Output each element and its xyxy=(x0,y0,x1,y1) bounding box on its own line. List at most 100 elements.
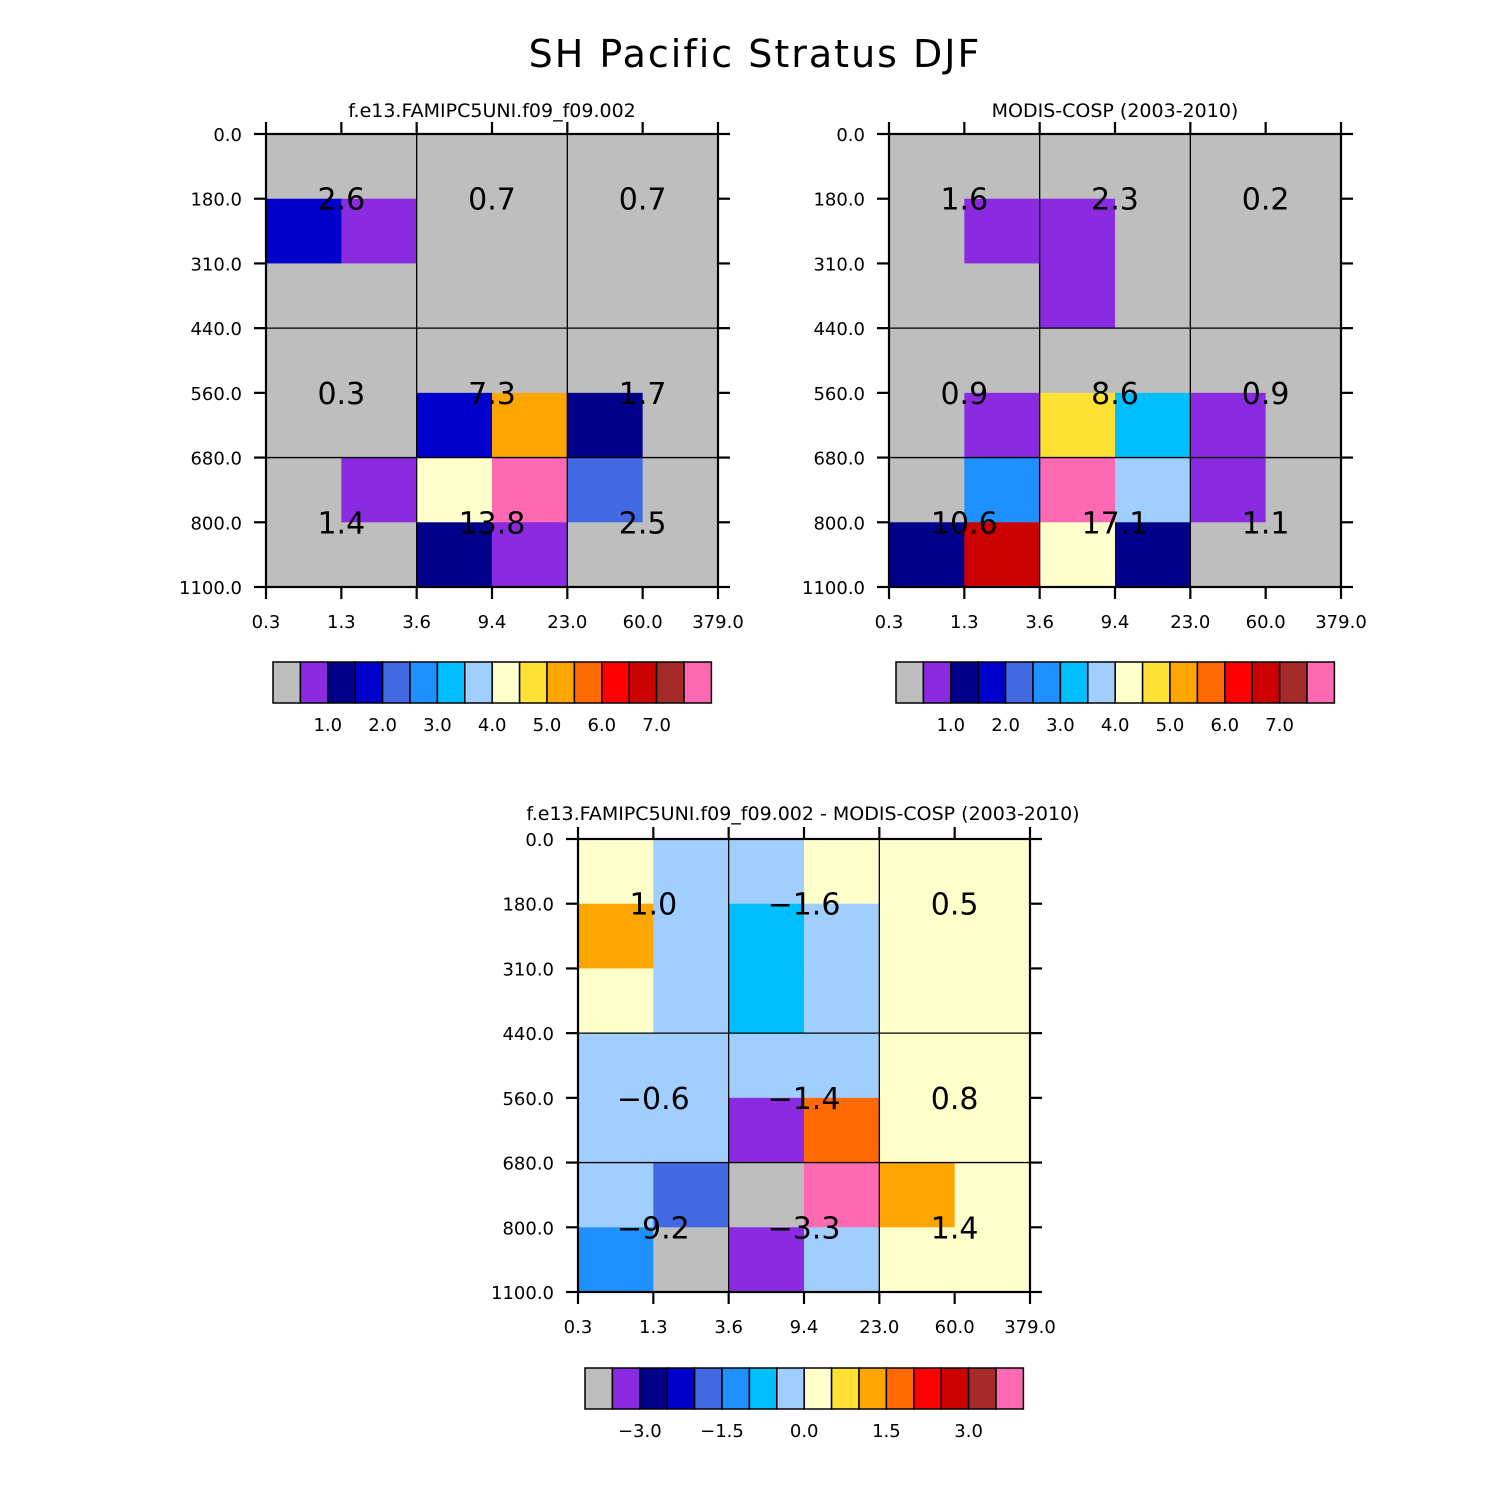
colorbar-swatch xyxy=(1087,661,1116,704)
cell-value-label: 1.7 xyxy=(619,377,667,412)
heatmap-cell xyxy=(1115,134,1191,200)
colorbar-swatch xyxy=(830,1367,860,1410)
y-tick-label: 440.0 xyxy=(813,319,865,340)
page-title: SH Pacific Stratus DJF xyxy=(529,32,982,76)
y-tick-label: 1100.0 xyxy=(802,578,865,599)
heatmap-cell xyxy=(492,457,568,523)
heatmap-cell xyxy=(341,134,418,200)
cell-value-label: 0.5 xyxy=(931,888,979,923)
colorbar-swatch xyxy=(922,661,952,704)
colorbar-swatch xyxy=(601,661,630,704)
colorbar-swatch xyxy=(1169,661,1199,704)
colorbar-swatch xyxy=(803,1367,833,1410)
colorbar-swatch xyxy=(584,1367,614,1410)
colorbar-swatch xyxy=(913,1367,942,1410)
heatmap-cell xyxy=(1265,263,1342,329)
cell-value-label: 0.7 xyxy=(468,183,516,218)
colorbar-label: 6.0 xyxy=(1210,715,1239,736)
heatmap-cell xyxy=(578,1162,654,1228)
heatmap-cell xyxy=(642,522,719,588)
colorbar-swatch xyxy=(1059,661,1089,704)
colorbar-swatch xyxy=(748,1367,778,1410)
heatmap-cell xyxy=(804,1162,880,1228)
colorbar-swatch xyxy=(977,661,1007,704)
colorbar-swatch xyxy=(721,1367,751,1410)
cell-value-label: 17.1 xyxy=(1082,506,1149,541)
heatmap-cell xyxy=(642,198,719,264)
cell-value-label: −9.2 xyxy=(617,1211,690,1246)
heatmap-cell xyxy=(1190,328,1267,394)
heatmap-cell xyxy=(728,1162,805,1228)
heatmap-cell xyxy=(728,1033,805,1099)
grid-lines xyxy=(889,134,1341,587)
heatmap-cell xyxy=(567,522,644,588)
colorbar-swatch xyxy=(354,661,384,704)
colorbar-swatch xyxy=(995,1367,1025,1410)
x-tick-label: 379.0 xyxy=(1004,1317,1056,1338)
colorbar-label: 4.0 xyxy=(478,715,507,736)
colorbar-label: 7.0 xyxy=(642,715,671,736)
y-tick-label: 800.0 xyxy=(190,513,242,534)
y-tick-label: 310.0 xyxy=(813,254,865,275)
heatmap-cell xyxy=(492,392,568,459)
colorbar-swatch xyxy=(1141,661,1171,704)
cell-value-label: 13.8 xyxy=(459,506,526,541)
colorbar-swatch xyxy=(666,1367,696,1410)
y-tick-label: 0.0 xyxy=(525,830,554,851)
y-tick-label: 680.0 xyxy=(813,449,865,470)
cell-value-label: 10.6 xyxy=(931,506,998,541)
heatmap-cell xyxy=(416,263,493,329)
axes: 0.0 180.0 310.0 440.0 560.0 680.0 800.0 1100.0 0… xyxy=(802,122,1367,633)
heatmap-cell xyxy=(642,392,719,459)
heatmap-cell xyxy=(567,457,644,523)
y-tick-label: 310.0 xyxy=(502,959,554,980)
colorbar-swatch xyxy=(858,1367,888,1410)
heatmap-cell xyxy=(728,968,805,1034)
colorbar-swatch xyxy=(299,661,329,704)
heatmap-cell xyxy=(578,1033,654,1099)
colorbar-swatch xyxy=(409,661,439,704)
heatmap-cell xyxy=(266,328,342,394)
heatmap-cell xyxy=(804,903,880,969)
heatmap-cell xyxy=(804,1033,880,1099)
heatmap-cell xyxy=(653,1227,730,1293)
heatmap-cell xyxy=(728,839,805,905)
cell-value-label: −0.6 xyxy=(617,1082,690,1117)
cell-value-label: 1.6 xyxy=(940,183,988,218)
heatmap-cell xyxy=(879,968,956,1034)
colorbar: −3.0 −1.5 0.0 1.5 3.0 xyxy=(584,1367,1025,1442)
heatmap-cell xyxy=(653,1097,730,1164)
colorbar-swatch xyxy=(573,661,603,704)
colorbar-swatch xyxy=(776,1367,805,1410)
x-tick-label: 0.3 xyxy=(564,1317,593,1338)
y-tick-label: 560.0 xyxy=(813,384,865,405)
x-tick-label: 3.6 xyxy=(714,1317,743,1338)
y-tick-label: 0.0 xyxy=(836,125,865,146)
axes: 0.0 180.0 310.0 440.0 560.0 680.0 800.0 1100.0 0… xyxy=(491,827,1056,1338)
colorbar-label: 5.0 xyxy=(1156,715,1185,736)
heatmap-cell xyxy=(954,968,1031,1034)
cell-values: 2.6 0.7 0.7 0.3 7.3 1.7 1.4 13.8 2.5 xyxy=(317,183,666,542)
grid-lines xyxy=(266,134,718,587)
colorbar-label: 4.0 xyxy=(1101,715,1130,736)
heatmap-cell xyxy=(492,328,568,394)
colorbar-swatch xyxy=(1004,661,1034,704)
colorbar-swatch xyxy=(327,661,356,704)
heatmap-cell xyxy=(804,968,880,1034)
y-tick-label: 440.0 xyxy=(502,1024,554,1045)
heatmap-cell xyxy=(879,1162,956,1228)
heatmap-cell xyxy=(341,328,418,394)
heatmap-cell xyxy=(889,134,965,200)
heatmap-cell xyxy=(266,457,342,523)
cell-value-label: 0.8 xyxy=(931,1082,979,1117)
heatmap-cell xyxy=(567,198,644,264)
colorbar-swatch xyxy=(693,1367,723,1410)
heatmap-cell xyxy=(964,522,1041,588)
heatmap-cell xyxy=(964,198,1041,264)
y-tick-label: 680.0 xyxy=(190,449,242,470)
heatmap-cell xyxy=(567,328,644,394)
heatmap-cell xyxy=(879,1227,956,1293)
heatmap-cell xyxy=(492,522,568,588)
colorbar-swatch xyxy=(1306,661,1336,704)
